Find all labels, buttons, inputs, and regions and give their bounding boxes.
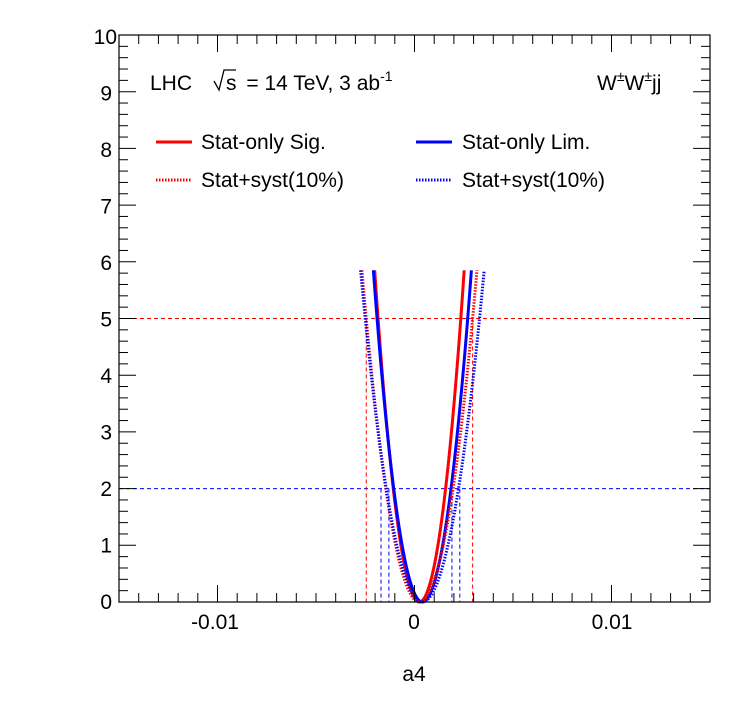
y-tick-label: 0 — [100, 591, 112, 614]
series-line — [359, 270, 486, 604]
svg-text:LHC: LHC — [150, 72, 192, 95]
legend-label: Stat+syst(10%) — [201, 169, 344, 192]
legend-label: Stat-only Sig. — [201, 131, 326, 154]
energy-lumi-label: = 14 TeV, 3 ab — [246, 72, 380, 95]
y-tick-label: 5 — [100, 309, 112, 332]
legend: Stat-only Sig. Stat-only Lim. Stat+syst(… — [156, 131, 605, 192]
sqrt-s-label: s — [226, 72, 237, 95]
process-w1: W — [597, 72, 617, 95]
process-sup2: ± — [644, 68, 652, 84]
x-tick-labels: -0.01 0 0.01 — [191, 611, 632, 634]
x-axis-label: a4 — [402, 663, 426, 686]
process-sup1: ± — [617, 68, 625, 84]
y-tick-label: 4 — [100, 365, 112, 388]
curves — [359, 270, 486, 604]
y-tick-label: 8 — [100, 139, 112, 162]
process-annotation: W±W±jj — [597, 68, 661, 95]
svg-text:s = 14 TeV, 3 ab-1: s = 14 TeV, 3 ab-1 — [226, 68, 393, 95]
y-tick-labels: 0 1 2 3 4 5 6 7 8 9 10 — [94, 26, 117, 614]
y-tick-label: 1 — [100, 535, 112, 558]
y-tick-label: 10 — [94, 26, 117, 49]
reference-lines — [119, 318, 710, 602]
series-line — [360, 270, 479, 604]
experiment-annotation: LHC s = 14 TeV, 3 ab-1 — [150, 68, 393, 95]
frame — [118, 34, 711, 603]
y-tick-label: 9 — [100, 83, 112, 106]
process-w2: W — [625, 72, 645, 95]
process-jj: jj — [651, 72, 661, 95]
y-tick-label: 6 — [100, 252, 112, 275]
y-tick-label: 7 — [100, 196, 112, 219]
x-tick-label: -0.01 — [191, 611, 239, 634]
series-line — [371, 270, 473, 604]
x-tick-label: 0.01 — [592, 611, 633, 634]
lumi-exponent: -1 — [380, 68, 393, 84]
svg-text:W±W±jj: W±W±jj — [597, 68, 661, 95]
experiment-label: LHC — [150, 72, 192, 95]
x-tick-label: 0 — [408, 611, 420, 634]
y-tick-label: 2 — [100, 478, 112, 501]
legend-label: Stat-only Lim. — [462, 131, 590, 154]
sqrt-symbol — [213, 69, 236, 92]
y-tick-label: 3 — [100, 422, 112, 445]
legend-label: Stat+syst(10%) — [462, 169, 605, 192]
